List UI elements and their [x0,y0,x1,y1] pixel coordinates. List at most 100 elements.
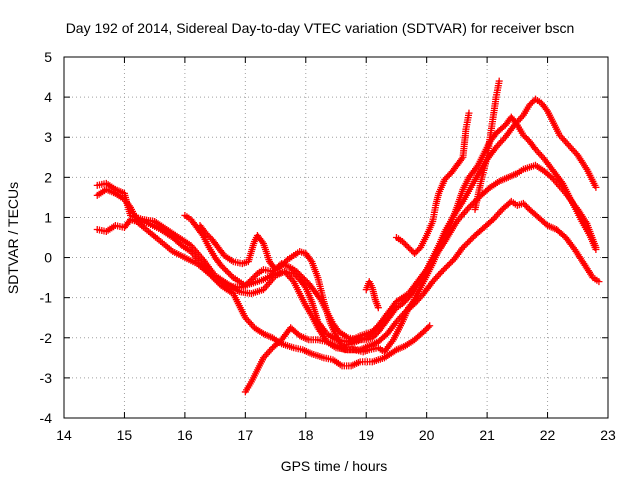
data-point [383,320,399,338]
x-axis-title: GPS time / hours [281,458,388,474]
data-point [220,252,235,264]
data-point [525,205,541,220]
data-point [550,167,565,186]
y-tick-label: -4 [40,410,53,426]
series-pass-5 [196,221,382,350]
data-point [507,197,519,208]
data-point [468,167,484,189]
y-axis-title: SDTVAR / TECUs [5,182,21,294]
data-point [247,286,265,298]
y-tick-label: 5 [44,49,52,65]
data-point [287,264,299,274]
series-pass-7 [362,278,382,312]
data-point [102,185,118,197]
data-point [323,330,338,343]
data-point [169,234,184,248]
plot-border [63,56,609,419]
data-point [398,295,411,308]
data-point [332,342,347,353]
data-point [193,260,211,276]
data-point [269,337,284,352]
x-tick-label: 17 [238,427,254,443]
data-point [214,244,227,258]
data-point [102,223,118,235]
data-point [453,205,471,225]
x-tick-label: 19 [358,427,374,443]
data-point [290,270,302,282]
series-pass-3 [93,215,434,370]
data-point [169,248,187,261]
data-point [199,231,212,249]
data-point [447,205,460,227]
data-point [290,278,303,296]
data-point [519,131,532,144]
data-point [589,274,601,284]
data-point [525,162,537,171]
data-point [495,174,510,185]
data-point [253,267,265,278]
data-point [296,276,309,290]
data-point [332,332,345,348]
data-point [293,268,305,280]
x-tick-label: 14 [56,427,72,443]
data-point [513,121,526,137]
data-point [326,318,339,338]
chart-title: Day 192 of 2014, Sidereal Day-to-day VTE… [66,20,575,36]
data-point [462,111,472,133]
x-tick-label: 20 [419,427,435,443]
data-point [471,180,485,213]
data-point [217,282,235,296]
data-point [392,234,404,244]
data-point [302,284,315,304]
data-point [541,167,556,182]
data-point [205,244,218,259]
data-point [565,141,580,158]
data-point [402,337,417,350]
data-point [323,338,338,349]
data-point [429,204,439,225]
data-point [244,240,258,266]
data-point [380,347,399,362]
data-point [368,323,381,336]
data-point [347,337,362,348]
chart-axes [63,56,609,419]
data-point [308,312,321,330]
data-point [420,323,432,336]
data-point [250,324,266,337]
data-point [386,305,399,320]
data-point [586,231,599,251]
data-point [465,109,473,117]
x-tick-label: 15 [117,427,133,443]
data-point [559,179,575,203]
data-point [583,165,599,189]
data-point [217,262,230,274]
data-point [492,123,508,137]
y-tick-label: -2 [40,330,53,346]
data-point [145,219,163,232]
data-point [247,368,260,386]
data-point [284,253,296,264]
y-tick-label: -3 [40,370,53,386]
data-point [278,257,290,270]
data-point [577,215,593,237]
data-point [229,290,248,320]
data-point [447,163,460,177]
data-point [193,223,206,238]
data-point [374,331,390,346]
data-point [259,330,275,341]
data-point [133,217,151,234]
data-point [486,179,501,191]
data-point [450,245,466,264]
data-point [290,249,302,260]
data-point [362,329,375,342]
data-point [205,270,224,288]
data-point [389,320,405,344]
data-point [308,258,321,280]
data-point [480,217,496,231]
data-point [544,107,557,125]
data-point [302,302,315,318]
data-point [380,313,393,328]
data-point [580,260,596,280]
data-point [235,278,247,288]
